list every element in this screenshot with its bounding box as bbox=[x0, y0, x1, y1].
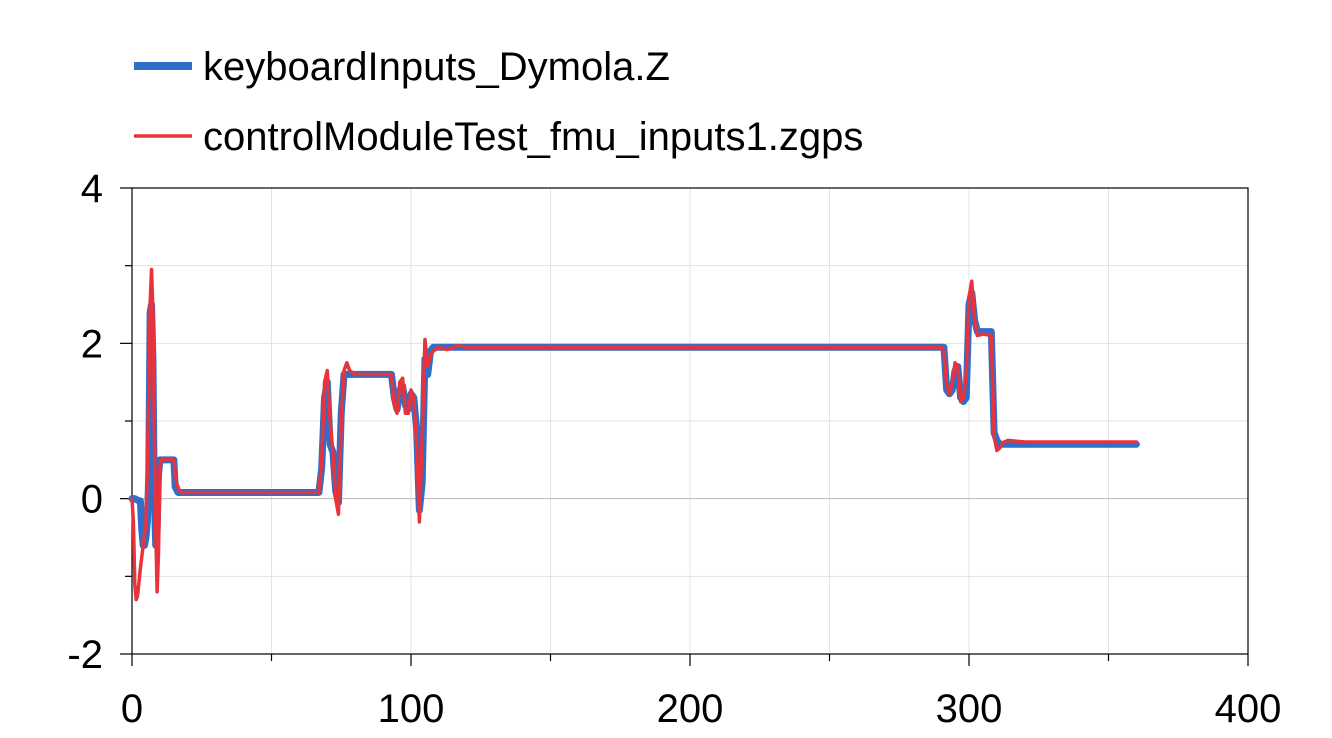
series-layer bbox=[128, 267, 1140, 602]
x-tick-label: 100 bbox=[378, 687, 445, 731]
legend-label: keyboardInputs_Dymola.Z bbox=[203, 45, 670, 89]
x-tick-label: 300 bbox=[936, 687, 1003, 731]
axis-ticks bbox=[120, 187, 1249, 666]
series-line-controlmodule bbox=[130, 267, 1139, 602]
x-tick-label: 0 bbox=[121, 687, 143, 731]
x-tick-label: 200 bbox=[657, 687, 724, 731]
y-axis-tick-labels: -2 0 2 4 bbox=[67, 167, 103, 677]
series-line-keyboardinputs bbox=[128, 289, 1140, 549]
x-tick-label: 400 bbox=[1215, 687, 1282, 731]
legend-label: controlModuleTest_fmu_inputs1.zgps bbox=[203, 115, 863, 159]
y-tick-label: -2 bbox=[67, 633, 103, 677]
x-axis-tick-labels: 0 100 200 300 400 bbox=[121, 687, 1282, 731]
y-tick-label: 2 bbox=[81, 322, 103, 366]
legend: keyboardInputs_Dymola.Z controlModuleTest… bbox=[134, 45, 863, 159]
grid-lines bbox=[132, 188, 1248, 654]
y-tick-label: 0 bbox=[81, 478, 103, 522]
y-tick-label: 4 bbox=[81, 167, 103, 211]
